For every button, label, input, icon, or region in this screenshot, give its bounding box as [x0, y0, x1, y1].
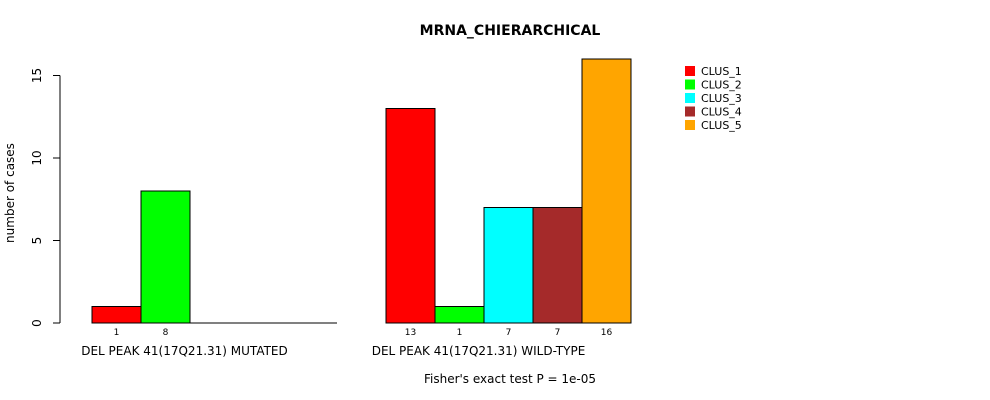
bar-count-label: 7 — [506, 328, 512, 338]
legend-item-clus-2: CLUS_2 — [685, 79, 742, 92]
legend-label: CLUS_3 — [701, 92, 742, 105]
group-label-1: DEL PEAK 41(17Q21.31) MUTATED — [81, 344, 288, 358]
legend-item-clus-1: CLUS_1 — [685, 65, 742, 78]
legend-item-clus-3: CLUS_3 — [685, 92, 742, 105]
bar-count-label: 1 — [457, 328, 463, 338]
group-label-2: DEL PEAK 41(17Q21.31) WILD-TYPE — [372, 344, 586, 358]
chart-title: MRNA_CHIERARCHICAL — [420, 23, 601, 39]
legend-swatch — [685, 93, 695, 103]
legend-label: CLUS_4 — [701, 106, 742, 119]
legend-label: CLUS_5 — [701, 119, 742, 132]
bar-count-label: 7 — [555, 328, 561, 338]
bar-count-label: 8 — [163, 328, 169, 338]
bar-clus-2 — [140, 190, 191, 324]
y-axis-label: number of cases — [3, 143, 17, 243]
bar-count-label: 1 — [114, 328, 120, 338]
y-tick-label: 10 — [30, 150, 44, 165]
bar-clus-1 — [385, 108, 436, 324]
legend-swatch — [685, 120, 695, 130]
legend-label: CLUS_1 — [701, 65, 742, 78]
legend-swatch — [685, 106, 695, 117]
y-tick-label: 0 — [30, 319, 44, 327]
legend-swatch — [685, 79, 695, 90]
legend-swatch — [685, 66, 695, 76]
legend-label: CLUS_2 — [701, 79, 742, 92]
bar-group-2: 13 1 7 7 16 — [385, 58, 632, 338]
fisher-test-footnote: Fisher's exact test P = 1e-05 — [424, 372, 596, 386]
bar-clus-5 — [581, 58, 632, 324]
legend-item-clus-5: CLUS_5 — [685, 119, 742, 132]
bar-groups: 1 8 13 1 7 7 16 — [91, 58, 632, 338]
bar-count-label: 13 — [405, 328, 416, 338]
y-tick-label: 15 — [30, 68, 44, 83]
y-tick-label: 5 — [30, 237, 44, 245]
bar-clus-1 — [91, 306, 142, 324]
bar-clus-2 — [434, 306, 485, 324]
bar-count-label: 16 — [601, 328, 613, 338]
bar-clus-4 — [532, 207, 583, 324]
y-axis: 0 5 10 15 — [30, 68, 61, 327]
group-labels: DEL PEAK 41(17Q21.31) MUTATED DEL PEAK 41… — [81, 344, 585, 358]
legend-item-clus-4: CLUS_4 — [685, 106, 742, 119]
bar-clus-3 — [483, 207, 534, 324]
